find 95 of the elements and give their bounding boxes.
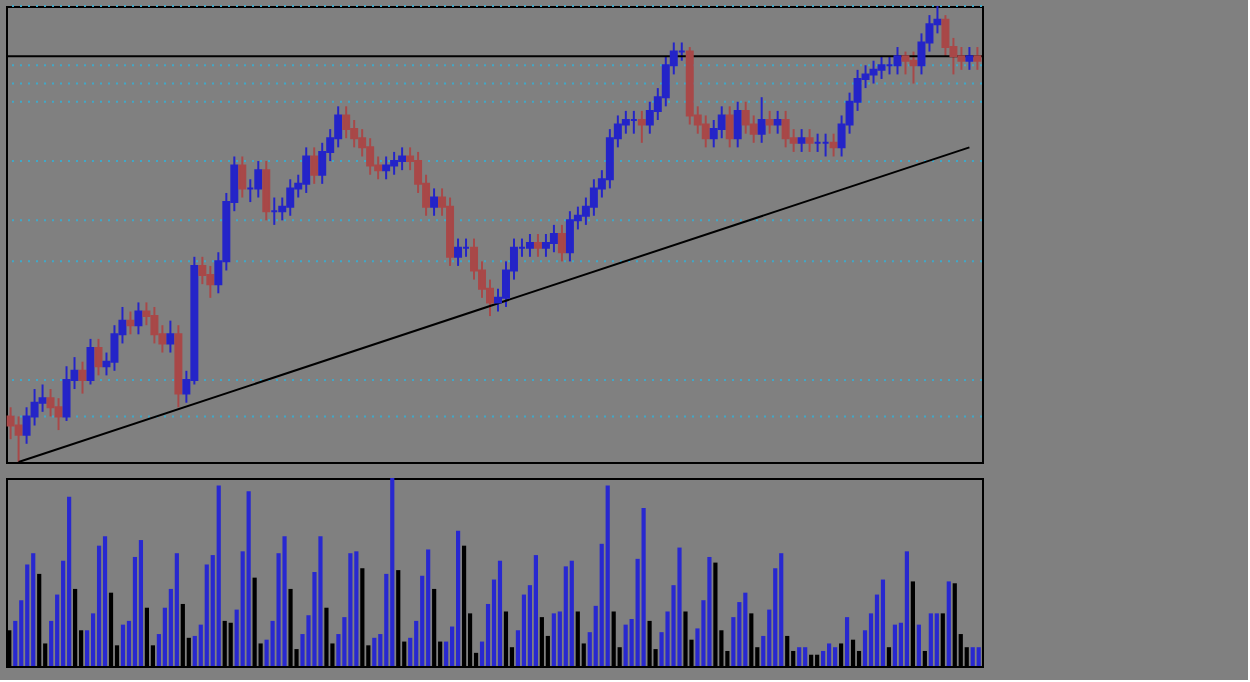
bar <box>174 553 179 666</box>
bar <box>605 485 610 666</box>
bar <box>456 530 461 666</box>
bar <box>120 624 126 666</box>
candlestick <box>286 178 295 217</box>
candlestick <box>54 397 63 432</box>
candlestick <box>829 132 838 158</box>
candlestick <box>342 105 351 140</box>
candlestick <box>126 310 135 336</box>
candlestick <box>965 46 974 71</box>
bar <box>803 647 808 666</box>
candlestick <box>166 319 175 354</box>
bar <box>246 491 251 666</box>
bar <box>779 553 784 666</box>
candlestick <box>366 137 375 176</box>
candlestick <box>94 337 103 377</box>
bar <box>551 613 556 666</box>
bar <box>916 624 921 666</box>
candlestick <box>725 105 734 149</box>
bar <box>31 553 36 666</box>
candlestick <box>701 114 710 149</box>
bar <box>821 650 826 666</box>
candlestick <box>869 59 878 85</box>
candlestick <box>78 360 87 395</box>
candlestick <box>901 50 910 76</box>
candlestick <box>382 155 391 181</box>
candlestick <box>533 233 542 258</box>
candlestick <box>541 233 550 258</box>
bar <box>797 647 802 666</box>
candlestick <box>741 100 750 135</box>
bar <box>844 617 850 666</box>
candlestick <box>781 109 790 149</box>
bar <box>533 555 538 666</box>
bar <box>569 560 574 666</box>
bar <box>372 637 377 666</box>
bar <box>904 551 909 666</box>
bar <box>138 540 144 666</box>
candlestick <box>805 128 814 153</box>
bar <box>827 643 832 666</box>
bar <box>216 485 221 666</box>
candlestick <box>14 415 23 463</box>
bar <box>641 508 646 666</box>
bar <box>67 496 72 666</box>
candlestick <box>150 305 159 345</box>
candlestick <box>877 55 886 80</box>
candlestick <box>797 128 806 153</box>
candlestick <box>206 264 215 299</box>
candlestick <box>62 365 71 422</box>
bar <box>623 624 628 666</box>
candlestick <box>302 146 311 194</box>
bar <box>934 613 939 666</box>
candlestick <box>549 223 558 254</box>
candlestick <box>398 146 407 172</box>
candlestick <box>86 337 95 386</box>
candlestick <box>262 160 271 222</box>
bar <box>707 556 712 666</box>
bar <box>892 624 898 666</box>
candlestick <box>973 46 982 71</box>
candlestick <box>525 233 534 258</box>
bar <box>677 547 682 666</box>
bar <box>946 581 951 666</box>
bar <box>390 478 395 666</box>
bar <box>833 647 838 666</box>
candlestick <box>565 210 574 263</box>
bar <box>282 536 287 666</box>
candlestick <box>637 109 646 144</box>
bar <box>102 536 108 666</box>
candlestick <box>909 50 918 85</box>
candlestick <box>773 109 782 135</box>
candlestick <box>957 46 966 71</box>
bar <box>354 551 359 666</box>
bar <box>976 647 981 666</box>
candlestick <box>134 301 143 336</box>
candlestick <box>430 187 439 217</box>
bar <box>880 579 886 666</box>
bar <box>497 560 503 666</box>
candlestick <box>557 223 566 263</box>
candlestick <box>733 100 742 149</box>
candlestick <box>238 155 247 199</box>
bar <box>743 592 748 666</box>
candlestick <box>757 96 766 144</box>
bar <box>563 566 568 666</box>
candlestick <box>589 178 598 217</box>
bar <box>348 553 353 666</box>
candlestick <box>717 105 726 140</box>
bar <box>928 613 933 666</box>
candlestick <box>893 46 902 76</box>
candlestick <box>390 150 399 176</box>
bar <box>970 647 975 666</box>
candlestick <box>254 160 263 199</box>
bar <box>318 536 323 666</box>
candlestick <box>454 237 463 267</box>
bar <box>426 549 431 666</box>
candlestick <box>765 109 774 135</box>
candlestick <box>310 146 319 185</box>
